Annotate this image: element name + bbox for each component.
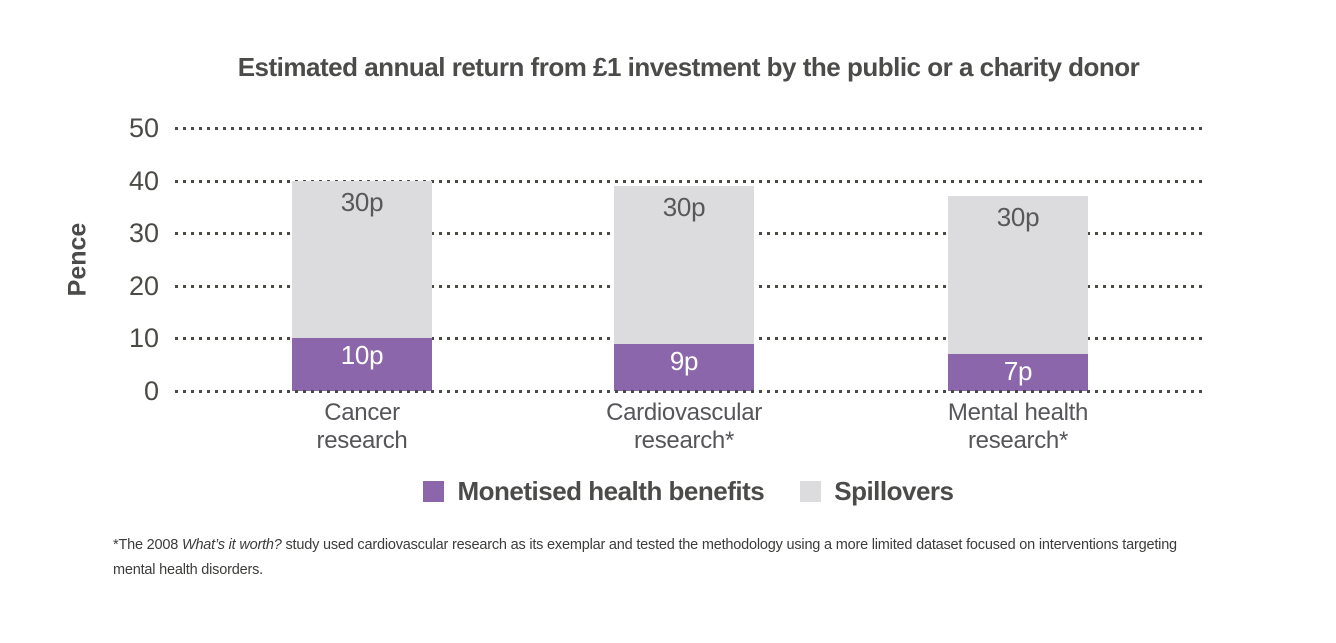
bar-segment-spillovers: 30p bbox=[948, 196, 1088, 355]
y-tick-50: 50 bbox=[128, 113, 159, 143]
bar-segment-spillovers: 30p bbox=[292, 180, 432, 339]
category-label: Mental health research* bbox=[947, 399, 1089, 454]
bar-value-label: 7p bbox=[1003, 356, 1033, 387]
bar-segment-spillovers: 30p bbox=[614, 185, 754, 344]
y-tick-10: 10 bbox=[128, 323, 159, 354]
bar-value-label: 9p bbox=[669, 345, 699, 376]
bar-segment-monetised-health-benefits: 10p bbox=[292, 338, 432, 391]
footnote-study-title: What’s it worth? bbox=[181, 537, 282, 553]
bar-value-label: 30p bbox=[662, 191, 706, 222]
bar-value-label: 30p bbox=[340, 186, 384, 217]
legend-item-spillovers: Spillovers bbox=[800, 476, 954, 507]
category-label: Cancer research bbox=[316, 399, 408, 454]
bar-segment-monetised-health-benefits: 7p bbox=[948, 354, 1088, 391]
legend-item-monetised-health-benefits: Monetised health benefits bbox=[423, 476, 765, 507]
footnote-text-prefix: *The 2008 bbox=[113, 537, 182, 553]
chart-title: Estimated annual return from £1 investme… bbox=[237, 52, 1140, 82]
y-tick-0: 0 bbox=[143, 376, 159, 406]
gridline-50 bbox=[175, 127, 1202, 130]
gridline-0 bbox=[175, 390, 1202, 393]
bar-value-label: 10p bbox=[340, 340, 384, 371]
legend: Monetised health benefits Spillovers bbox=[175, 476, 1202, 507]
bar-segment-monetised-health-benefits: 9p bbox=[614, 343, 754, 391]
footnote-text-suffix: study used cardiovascular research as it… bbox=[113, 537, 1177, 578]
legend-swatch-monetised-icon bbox=[423, 481, 445, 502]
legend-label-spillovers: Spillovers bbox=[834, 476, 954, 506]
category-label: Cardiovascular research* bbox=[606, 399, 762, 454]
legend-label-monetised: Monetised health benefits bbox=[457, 476, 765, 506]
gridline-40 bbox=[175, 179, 1202, 183]
bar-value-label: 30p bbox=[996, 202, 1040, 233]
plot-area: 0 10 20 30 40 50 10p 30p Cancer research 9p 30p Car… bbox=[129, 113, 1202, 454]
y-tick-30: 30 bbox=[128, 218, 159, 249]
legend-swatch-spillovers-icon bbox=[800, 481, 822, 502]
y-tick-40: 40 bbox=[128, 165, 159, 196]
footnote: *The 2008 What’s it worth? study used ca… bbox=[113, 533, 1198, 583]
y-tick-20: 20 bbox=[128, 270, 159, 301]
